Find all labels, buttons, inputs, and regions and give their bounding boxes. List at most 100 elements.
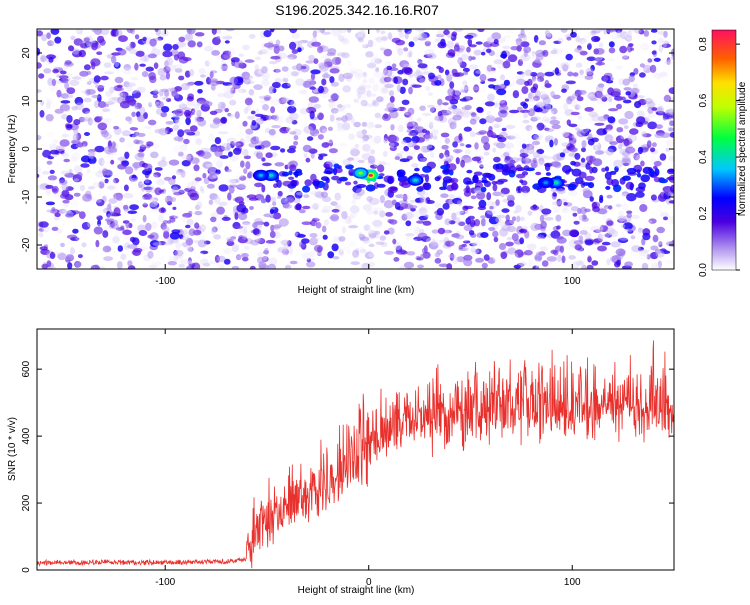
heatmap-cell	[275, 39, 281, 46]
heatmap-cell	[370, 57, 380, 66]
heatmap-cell	[600, 224, 605, 231]
heatmap-cell	[608, 205, 613, 210]
heatmap-band-cell	[414, 167, 420, 172]
heatmap-band-cell	[640, 174, 650, 183]
snr-background	[37, 329, 674, 570]
heatmap-cell	[381, 114, 391, 121]
heatmap-cell	[492, 230, 499, 238]
heatmap-cell	[419, 191, 430, 199]
heatmap-cell	[566, 36, 572, 41]
heatmap-band-cell	[523, 165, 530, 171]
heatmap-cell	[110, 159, 115, 165]
heatmap-cell	[416, 75, 426, 83]
heatmap-cell	[380, 241, 388, 247]
heatmap-cell	[259, 48, 268, 55]
heatmap-cell	[74, 96, 84, 106]
heatmap-cell	[636, 218, 645, 225]
heatmap-cell	[66, 234, 78, 239]
heatmap-cell	[203, 260, 210, 268]
heatmap-cell	[123, 64, 131, 71]
heatmap-band-cell	[440, 165, 448, 170]
heatmap-band-cell	[288, 176, 295, 180]
heatmap-cell	[71, 199, 78, 208]
heatmap-cell	[449, 252, 455, 261]
heatmap-cell	[485, 114, 496, 124]
heatmap-cell	[402, 78, 409, 86]
heatmap-cell	[615, 248, 626, 257]
heatmap-cell	[538, 83, 545, 90]
heatmap-cell	[70, 210, 81, 215]
heatmap-cell	[553, 138, 559, 146]
heatmap-cell	[207, 71, 216, 79]
heatmap-cell	[552, 205, 561, 214]
heatmap-cell	[229, 178, 237, 186]
heatmap-cell	[614, 29, 623, 33]
heatmap-cell	[125, 166, 134, 175]
heatmap-cell	[506, 225, 516, 233]
heatmap-cell	[383, 133, 388, 142]
heatmap-cell	[254, 218, 263, 226]
heatmap-cell	[355, 92, 360, 97]
heatmap-cell	[550, 91, 555, 98]
heatmap-cell	[375, 29, 381, 34]
heatmap-cell	[326, 52, 336, 57]
heatmap-cell	[563, 132, 573, 139]
heatmap-band-cell	[636, 172, 642, 178]
heatmap-cell	[401, 140, 407, 145]
heatmap-cell	[409, 199, 417, 206]
heatmap-cell	[242, 148, 249, 157]
heatmap-cell	[575, 127, 580, 131]
heatmap-cell	[394, 94, 404, 101]
heatmap-cell	[465, 144, 472, 148]
heatmap-cell	[80, 184, 85, 192]
heatmap-band-cell	[653, 177, 662, 183]
heatmap-cell	[130, 76, 139, 81]
heatmap-cell	[541, 116, 550, 123]
heatmap-cell	[200, 147, 210, 152]
heatmap-cell	[468, 55, 473, 61]
heatmap-cell	[360, 99, 368, 107]
heatmap-cell	[296, 191, 306, 196]
heatmap-cell	[499, 228, 509, 237]
heatmap-cell	[556, 237, 567, 244]
heatmap-cell	[503, 79, 510, 86]
heatmap-cell	[624, 110, 634, 120]
heatmap-cell	[96, 51, 103, 55]
heatmap-cell	[330, 81, 339, 87]
heatmap-cell	[114, 76, 124, 84]
heatmap-cell	[484, 101, 495, 107]
heatmap-cell	[127, 260, 133, 267]
heatmap-cell	[580, 206, 587, 215]
heatmap-cell	[417, 264, 424, 269]
heatmap-cell	[235, 173, 244, 178]
heatmap-cell	[504, 139, 510, 144]
heatmap-band-cell	[291, 180, 297, 185]
heatmap-cell	[604, 134, 614, 143]
heatmap-cell	[250, 136, 260, 145]
heatmap-cell	[174, 116, 181, 124]
heatmap-cell	[264, 42, 274, 48]
heatmap-cell	[494, 102, 499, 108]
heatmap-band-cell	[288, 170, 293, 176]
heatmap-cell	[242, 221, 251, 226]
heatmap-cell	[530, 86, 537, 94]
heatmap-cell	[561, 88, 567, 93]
heatmap-cell	[164, 82, 170, 87]
heatmap-cell	[393, 257, 400, 262]
heatmap-cell	[327, 251, 335, 259]
heatmap-cell	[523, 147, 534, 155]
heatmap-band-cell	[304, 179, 313, 187]
heatmap-cell	[231, 265, 240, 269]
snr-y-tick-label: 0	[21, 567, 32, 573]
heatmap-cell	[117, 245, 124, 252]
heatmap-cell	[461, 106, 471, 111]
heatmap-cell	[138, 230, 148, 236]
heatmap-cell	[67, 178, 72, 186]
heatmap-cell	[492, 255, 499, 262]
heatmap-cell	[505, 29, 516, 34]
heatmap-band-cell	[369, 164, 379, 169]
heatmap-cell	[607, 116, 616, 124]
heatmap-cell	[377, 233, 387, 241]
heatmap-cell	[366, 201, 375, 206]
heatmap-cell	[84, 113, 91, 120]
